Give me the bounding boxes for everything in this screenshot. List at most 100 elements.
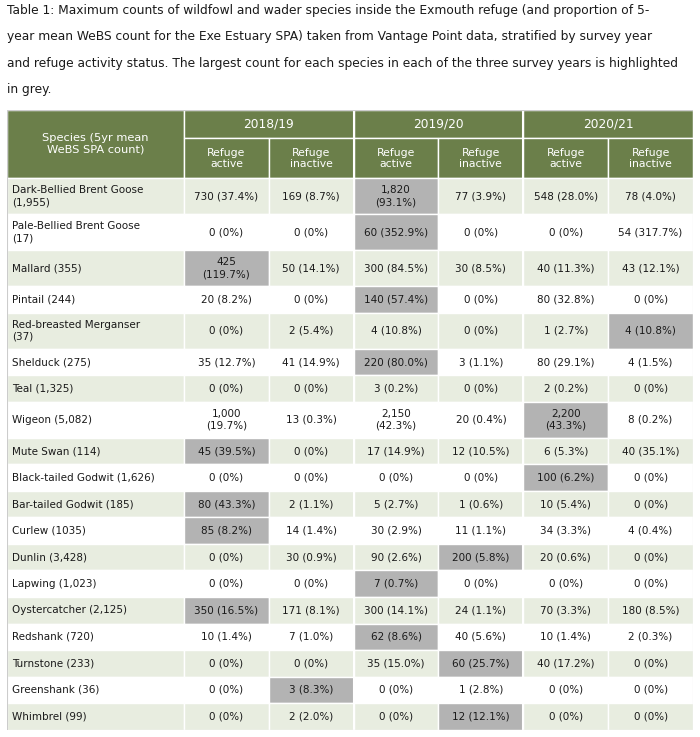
- Text: 80 (32.8%): 80 (32.8%): [537, 295, 594, 304]
- Bar: [524, 624, 608, 650]
- Text: Black-tailed Godwit (1,626): Black-tailed Godwit (1,626): [13, 472, 155, 483]
- Text: 11 (1.1%): 11 (1.1%): [456, 525, 506, 536]
- Bar: [7, 286, 184, 312]
- Text: 2019/20: 2019/20: [413, 118, 464, 130]
- Bar: [608, 677, 693, 703]
- Text: 0 (0%): 0 (0%): [294, 383, 328, 394]
- Text: Greenshank (36): Greenshank (36): [13, 685, 100, 695]
- Bar: [269, 438, 354, 464]
- Bar: [7, 544, 184, 570]
- Bar: [184, 251, 269, 286]
- Text: Curlew (1035): Curlew (1035): [13, 525, 86, 536]
- Bar: [269, 703, 354, 730]
- Text: 2 (5.4%): 2 (5.4%): [289, 326, 333, 336]
- Text: 730 (37.4%): 730 (37.4%): [195, 191, 258, 201]
- Text: 8 (0.2%): 8 (0.2%): [629, 415, 673, 425]
- Text: and refuge activity status. The largest count for each species in each of the th: and refuge activity status. The largest …: [7, 57, 678, 70]
- Bar: [438, 677, 524, 703]
- Bar: [269, 624, 354, 650]
- Bar: [608, 491, 693, 517]
- Text: 0 (0%): 0 (0%): [294, 472, 328, 483]
- Bar: [438, 139, 524, 178]
- Bar: [354, 624, 438, 650]
- Text: 0 (0%): 0 (0%): [209, 383, 244, 394]
- Bar: [184, 624, 269, 650]
- Text: 4 (0.4%): 4 (0.4%): [629, 525, 673, 536]
- Text: 0 (0%): 0 (0%): [464, 579, 498, 589]
- Bar: [438, 544, 524, 570]
- Text: 100 (6.2%): 100 (6.2%): [537, 472, 594, 483]
- Text: 30 (2.9%): 30 (2.9%): [370, 525, 421, 536]
- Bar: [524, 402, 608, 438]
- Text: 30 (0.9%): 30 (0.9%): [286, 552, 337, 562]
- Bar: [354, 517, 438, 544]
- Text: Table 1: Maximum counts of wildfowl and wader species inside the Exmouth refuge : Table 1: Maximum counts of wildfowl and …: [7, 4, 650, 17]
- Bar: [354, 110, 524, 139]
- Bar: [524, 517, 608, 544]
- Text: 3 (0.2%): 3 (0.2%): [374, 383, 418, 394]
- Text: 0 (0%): 0 (0%): [209, 711, 244, 722]
- Bar: [354, 570, 438, 597]
- Text: 2 (0.2%): 2 (0.2%): [544, 383, 588, 394]
- Bar: [524, 286, 608, 312]
- Text: 12 (10.5%): 12 (10.5%): [452, 446, 510, 456]
- Bar: [269, 464, 354, 491]
- Bar: [269, 286, 354, 312]
- Bar: [438, 286, 524, 312]
- Bar: [269, 402, 354, 438]
- Bar: [608, 597, 693, 624]
- Text: 2018/19: 2018/19: [244, 118, 294, 130]
- Bar: [7, 349, 184, 375]
- Bar: [524, 214, 608, 251]
- Text: 1 (2.7%): 1 (2.7%): [544, 326, 588, 336]
- Text: Species (5yr mean
WeBS SPA count): Species (5yr mean WeBS SPA count): [42, 133, 148, 155]
- Bar: [608, 178, 693, 214]
- Bar: [524, 178, 608, 214]
- Text: Refuge
inactive: Refuge inactive: [290, 147, 332, 169]
- Text: 0 (0%): 0 (0%): [294, 579, 328, 589]
- Text: 3 (1.1%): 3 (1.1%): [458, 357, 503, 367]
- Text: 0 (0%): 0 (0%): [464, 295, 498, 304]
- Text: 14 (1.4%): 14 (1.4%): [286, 525, 337, 536]
- Text: Dark-Bellied Brent Goose
(1,955): Dark-Bellied Brent Goose (1,955): [13, 186, 144, 207]
- Bar: [269, 214, 354, 251]
- Bar: [184, 703, 269, 730]
- Bar: [608, 349, 693, 375]
- Bar: [438, 438, 524, 464]
- Bar: [524, 251, 608, 286]
- Text: 0 (0%): 0 (0%): [209, 685, 244, 695]
- Text: 80 (43.3%): 80 (43.3%): [197, 499, 256, 509]
- Bar: [7, 624, 184, 650]
- Bar: [269, 517, 354, 544]
- Text: Refuge
inactive: Refuge inactive: [629, 147, 672, 169]
- Bar: [354, 349, 438, 375]
- Bar: [524, 110, 693, 139]
- Bar: [438, 402, 524, 438]
- Text: 50 (14.1%): 50 (14.1%): [283, 263, 340, 273]
- Text: Refuge
active: Refuge active: [547, 147, 585, 169]
- Text: 0 (0%): 0 (0%): [294, 227, 328, 237]
- Bar: [184, 375, 269, 402]
- Bar: [269, 139, 354, 178]
- Bar: [524, 491, 608, 517]
- Text: 1,000
(19.7%): 1,000 (19.7%): [206, 409, 247, 430]
- Text: Refuge
active: Refuge active: [377, 147, 415, 169]
- Text: 0 (0%): 0 (0%): [464, 227, 498, 237]
- Text: in grey.: in grey.: [7, 83, 52, 97]
- Bar: [608, 214, 693, 251]
- Text: Shelduck (275): Shelduck (275): [13, 357, 92, 367]
- Text: 0 (0%): 0 (0%): [634, 685, 668, 695]
- Text: Pale-Bellied Brent Goose
(17): Pale-Bellied Brent Goose (17): [13, 221, 141, 243]
- Bar: [354, 597, 438, 624]
- Bar: [608, 286, 693, 312]
- Bar: [354, 703, 438, 730]
- Text: 60 (25.7%): 60 (25.7%): [452, 658, 510, 668]
- Bar: [608, 570, 693, 597]
- Bar: [184, 402, 269, 438]
- Bar: [524, 375, 608, 402]
- Bar: [438, 464, 524, 491]
- Text: 0 (0%): 0 (0%): [294, 295, 328, 304]
- Text: 40 (17.2%): 40 (17.2%): [537, 658, 594, 668]
- Text: 300 (84.5%): 300 (84.5%): [364, 263, 428, 273]
- Bar: [524, 139, 608, 178]
